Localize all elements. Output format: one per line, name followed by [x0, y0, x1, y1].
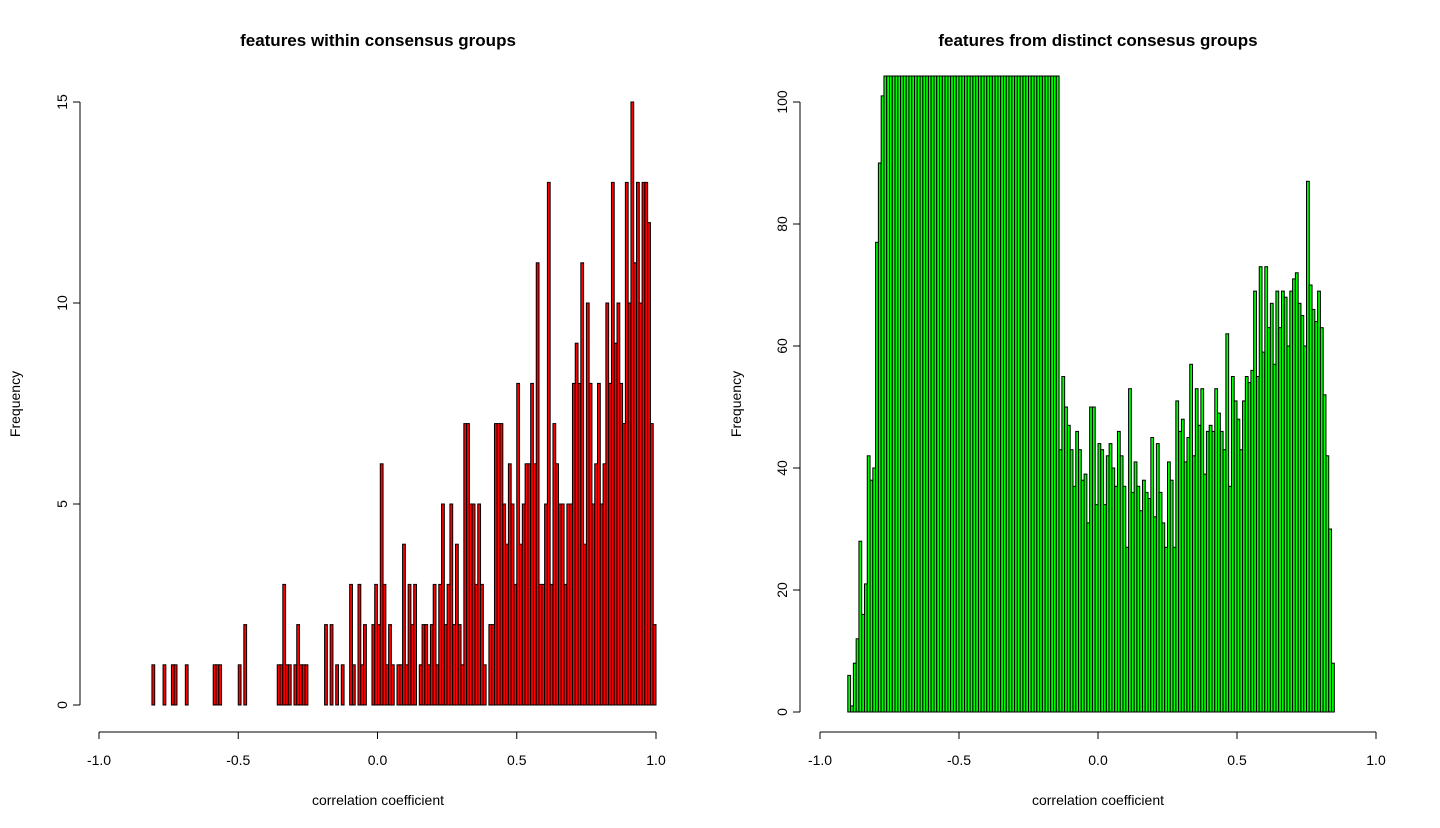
x-axis: -1.0 -0.5 0.0 0.5 1.0 — [87, 731, 666, 768]
y-tick-label: 0 — [774, 708, 790, 716]
x-tick-label: -1.0 — [808, 752, 832, 768]
histogram-bar — [287, 664, 292, 706]
histogram-bar — [349, 583, 353, 706]
y-tick-label: 0 — [54, 701, 70, 709]
x-tick-label: -0.5 — [947, 752, 971, 768]
histogram-bar — [324, 624, 328, 706]
histogram-bar — [237, 664, 242, 706]
histogram-bar — [218, 664, 223, 706]
x-tick-label: 0.0 — [1088, 752, 1108, 768]
y-tick-label: 60 — [774, 338, 790, 354]
histogram-bar — [390, 664, 395, 706]
histogram-bar — [184, 664, 189, 706]
bars — [847, 75, 1335, 713]
histogram-bar — [449, 503, 454, 706]
histogram-bar — [546, 181, 551, 706]
x-tick-label: -1.0 — [87, 752, 111, 768]
x-axis-label: correlation coefficient — [312, 792, 444, 808]
chart-title: features within consensus groups — [240, 31, 516, 50]
x-axis: -1.0 -0.5 0.0 0.5 1.0 — [808, 731, 1386, 768]
x-tick-label: 0.5 — [507, 752, 527, 768]
bars — [151, 101, 657, 706]
histogram-bar — [649, 423, 654, 706]
y-axis-label: Frequency — [7, 371, 23, 437]
y-tick-label: 5 — [54, 500, 70, 508]
histogram-bar — [351, 664, 356, 706]
histogram-bar — [1055, 75, 1060, 713]
x-tick-label: 0.5 — [1227, 752, 1247, 768]
histogram-bar — [847, 674, 852, 713]
histogram-bar — [335, 664, 340, 706]
y-tick-label: 20 — [774, 582, 790, 598]
y-axis: 0 5 10 15 — [54, 94, 81, 709]
histogram-bar — [340, 664, 345, 706]
histogram-bar — [162, 664, 167, 706]
histogram-bar — [413, 583, 417, 706]
y-axis-label: Frequency — [728, 371, 744, 437]
histogram-bar — [382, 583, 387, 706]
histogram-bar — [363, 624, 367, 706]
histogram-bar — [173, 664, 178, 706]
y-tick-label: 100 — [774, 90, 790, 114]
histogram-bar — [1328, 528, 1333, 713]
chart-title: features from distinct consesus groups — [938, 31, 1257, 50]
histogram-bar — [329, 624, 334, 706]
histogram-bar — [151, 664, 156, 706]
histogram-bar — [580, 262, 585, 706]
histogram-bar — [402, 543, 406, 706]
y-tick-label: 10 — [54, 295, 70, 311]
y-axis: 0 20 40 60 80 100 — [774, 90, 801, 716]
histogram-within-groups: features within consensus groups correla… — [7, 31, 666, 808]
histogram-bar — [652, 624, 657, 706]
x-tick-label: -0.5 — [226, 752, 250, 768]
y-tick-label: 15 — [54, 94, 70, 110]
histogram-bar — [357, 583, 362, 706]
x-tick-label: 1.0 — [1366, 752, 1386, 768]
histogram-distinct-groups: features from distinct consesus groups c… — [728, 31, 1386, 808]
histogram-bar — [480, 583, 484, 706]
y-tick-label: 80 — [774, 216, 790, 232]
x-tick-label: 1.0 — [646, 752, 666, 768]
histogram-bar — [441, 503, 445, 706]
histogram-bar — [1331, 662, 1335, 713]
histogram-bar — [432, 583, 437, 706]
x-tick-label: 0.0 — [368, 752, 388, 768]
histogram-bar — [535, 262, 540, 706]
histogram-bar — [282, 583, 287, 706]
histogram-bar — [482, 664, 487, 706]
x-axis-label: correlation coefficient — [1032, 792, 1164, 808]
histogram-bar — [304, 664, 309, 706]
histogram-bar — [243, 624, 248, 706]
y-tick-label: 40 — [774, 460, 790, 476]
